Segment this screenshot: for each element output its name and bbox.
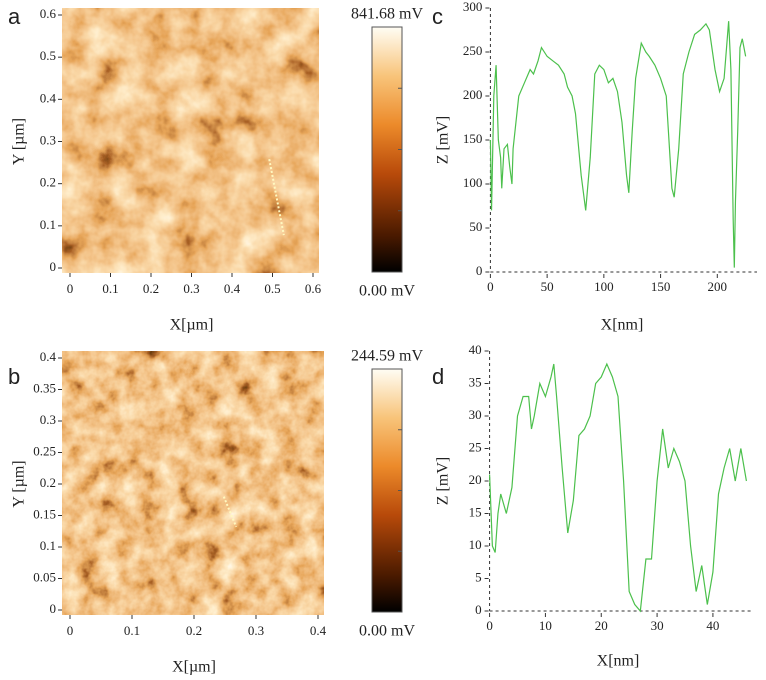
colorbar-label: 244.59 mV: [351, 348, 423, 365]
panel-label: d: [432, 364, 444, 389]
y-tick-label: 0: [475, 602, 482, 617]
x-tick-label: 0: [486, 618, 493, 633]
x-axis-label: X[µm]: [170, 317, 214, 334]
panel-label: c: [432, 4, 443, 29]
x-tick-label: 30: [651, 618, 664, 633]
y-tick-label: 10: [469, 537, 482, 552]
x-tick-label: 10: [539, 618, 552, 633]
x-tick-label: 150: [651, 279, 671, 294]
y-tick-label: 0.2: [40, 175, 56, 190]
x-tick-label: 100: [594, 279, 614, 294]
y-tick-label: 0.6: [40, 6, 57, 21]
x-tick-label: 0.1: [124, 623, 140, 638]
y-tick-label: 20: [469, 472, 482, 487]
x-tick-label: 0: [67, 623, 74, 638]
y-tick-label: 0.1: [40, 217, 56, 232]
y-tick-label: 50: [469, 219, 482, 234]
y-tick-label: 0.4: [40, 349, 57, 364]
x-tick-label: 0.5: [264, 281, 280, 296]
y-tick-label: 0.1: [40, 538, 56, 553]
y-tick-label: 0.25: [33, 443, 56, 458]
x-tick-label: 20: [595, 618, 608, 633]
y-tick-label: 250: [463, 43, 483, 58]
colorbar: [371, 368, 403, 613]
y-tick-label: 0.35: [33, 380, 56, 395]
colorbar-label: 841.68 mV: [351, 6, 423, 23]
y-tick-label: 35: [469, 374, 482, 389]
x-axis-label: X[nm]: [597, 653, 640, 670]
y-tick-label: 0: [50, 601, 57, 616]
x-axis-label: X[µm]: [172, 659, 216, 676]
y-axis-label: Y [µm]: [11, 118, 28, 165]
y-tick-label: 0.2: [40, 475, 56, 490]
x-tick-label: 0.4: [224, 281, 241, 296]
x-tick-label: 0.1: [102, 281, 118, 296]
y-tick-label: 0.5: [40, 48, 56, 63]
afm-image: [62, 351, 324, 615]
colorbar-label: 0.00 mV: [359, 283, 415, 300]
x-axis-label: X[nm]: [601, 317, 644, 334]
y-tick-label: 40: [469, 342, 482, 357]
y-tick-label: 0.3: [40, 132, 56, 147]
colorbar: [371, 26, 403, 273]
y-axis-label: Z [mV]: [435, 457, 452, 505]
x-tick-label: 40: [706, 618, 719, 633]
y-tick-label: 0.3: [40, 412, 56, 427]
x-tick-label: 50: [541, 279, 554, 294]
y-tick-label: 0.15: [33, 506, 56, 521]
y-tick-label: 0: [50, 259, 57, 274]
x-tick-label: 0.6: [305, 281, 322, 296]
y-tick-label: 0: [476, 263, 483, 278]
profile-line: [268, 159, 285, 236]
afm-image: [62, 8, 319, 273]
x-tick-label: 0: [487, 279, 494, 294]
y-axis-label: Z [mV]: [435, 116, 452, 164]
y-tick-label: 25: [469, 439, 482, 454]
profile: [489, 21, 747, 268]
y-tick-label: 200: [463, 87, 483, 102]
profile-line: [222, 496, 238, 528]
y-tick-label: 300: [463, 0, 483, 14]
profile: [488, 362, 748, 613]
y-tick-label: 0.4: [40, 90, 57, 105]
y-tick-label: 150: [463, 131, 483, 146]
y-tick-label: 5: [475, 569, 482, 584]
y-tick-label: 15: [469, 504, 482, 519]
x-tick-label: 0.2: [143, 281, 159, 296]
x-tick-label: 0.3: [248, 623, 264, 638]
panel-label: b: [8, 364, 20, 389]
x-tick-label: 0: [67, 281, 74, 296]
y-tick-label: 0.05: [33, 569, 56, 584]
y-tick-label: 30: [469, 407, 482, 422]
x-tick-label: 0.2: [186, 623, 202, 638]
x-tick-label: 200: [708, 279, 728, 294]
x-tick-label: 0.3: [183, 281, 199, 296]
y-axis-label: Y [µm]: [11, 460, 28, 507]
colorbar-label: 0.00 mV: [359, 623, 415, 640]
x-tick-label: 0.4: [310, 623, 327, 638]
y-tick-label: 100: [463, 175, 483, 190]
panel-label: a: [8, 4, 21, 29]
